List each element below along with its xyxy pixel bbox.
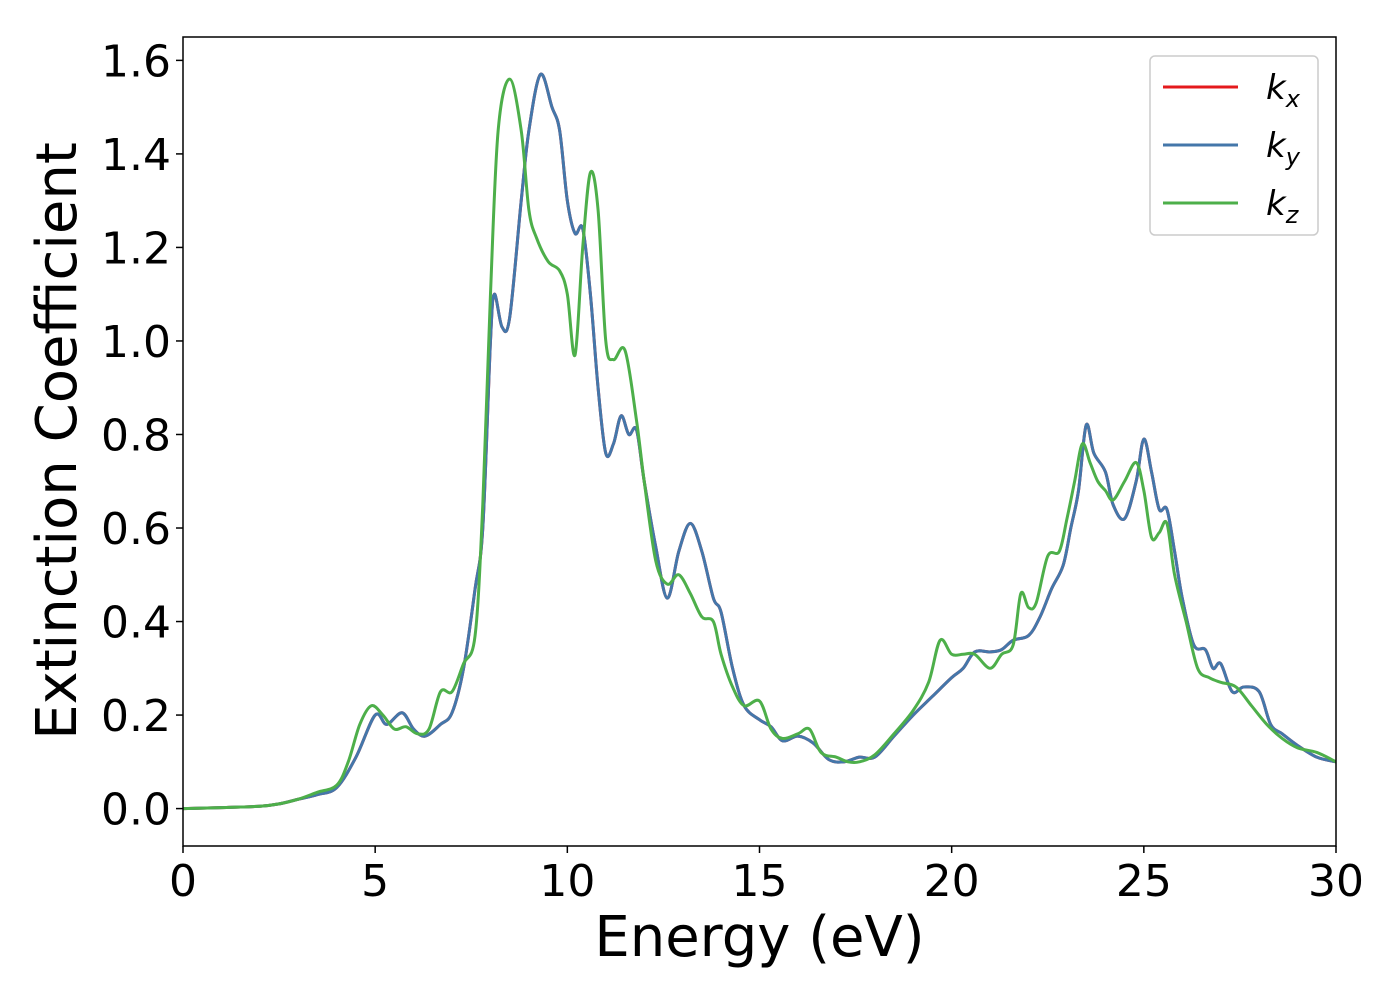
legend-label-kz: kz	[1266, 184, 1300, 229]
x-tick-label: 25	[1116, 856, 1172, 907]
legend-label-ky: ky	[1266, 126, 1301, 171]
y-tick-label: 1.0	[101, 317, 171, 368]
x-tick-label: 5	[361, 856, 389, 907]
y-tick-label: 0.0	[101, 785, 171, 836]
y-tick-label: 0.8	[101, 410, 171, 461]
y-tick-label: 1.4	[101, 130, 171, 181]
y-tick-label: 1.6	[101, 36, 171, 87]
x-axis-title: Energy (eV)	[594, 905, 924, 970]
y-tick-label: 0.2	[101, 691, 171, 742]
y-tick-label: 0.4	[101, 598, 171, 649]
x-tick-label: 20	[924, 856, 980, 907]
plot-frame	[182, 36, 1337, 847]
x-tick-label: 30	[1308, 856, 1364, 907]
x-tick-label: 15	[732, 856, 788, 907]
legend-label-kx: kx	[1266, 68, 1301, 113]
series-line-kz	[183, 77, 1336, 811]
y-tick-label: 1.2	[101, 223, 171, 274]
legend: kx ky kz	[1149, 55, 1319, 236]
axis-ticks: 0 5 10 15 20 25 30 0.0 0.2 0.4 0.6 0.8 1.0 1.2 1.4 1.6	[101, 36, 1364, 907]
x-tick-label: 0	[169, 856, 197, 907]
x-tick-label: 10	[539, 856, 595, 907]
y-axis-title: Extinction Coefficient	[25, 142, 90, 740]
y-tick-label: 0.6	[101, 504, 171, 555]
series-lines	[183, 72, 1336, 811]
